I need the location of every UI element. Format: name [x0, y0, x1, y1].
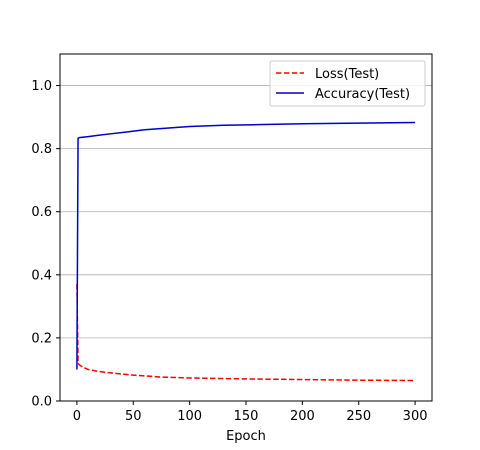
series-line-loss [76, 284, 416, 382]
x-tick-label: 250 [346, 409, 371, 424]
x-axis-ticks: 0 50 100 150 200 250 300 [73, 401, 428, 424]
y-axis-ticks: 0.0 0.2 0.4 0.6 0.8 1.0 [31, 79, 60, 410]
legend-entry-loss: Loss(Test) [315, 67, 379, 82]
y-tick-label: 0.4 [31, 268, 52, 283]
x-tick-label: 50 [125, 409, 142, 424]
x-axis-label: Epoch [226, 429, 266, 444]
x-tick-label: 200 [290, 409, 315, 424]
y-tick-label: 0.0 [31, 395, 52, 410]
y-tick-label: 0.6 [31, 205, 52, 220]
plot-series [76, 121, 416, 382]
x-tick-label: 300 [403, 409, 428, 424]
y-tick-label: 0.8 [31, 142, 52, 157]
legend-entry-accuracy: Accuracy(Test) [315, 87, 410, 102]
x-tick-label: 100 [177, 409, 202, 424]
x-tick-label: 150 [234, 409, 259, 424]
y-tick-label: 1.0 [31, 79, 52, 94]
legend: Loss(Test) Accuracy(Test) [269, 60, 426, 107]
x-tick-label: 0 [73, 409, 81, 424]
legend-box [269, 60, 426, 107]
series-line-accuracy [76, 121, 416, 370]
y-tick-label: 0.2 [31, 331, 52, 346]
